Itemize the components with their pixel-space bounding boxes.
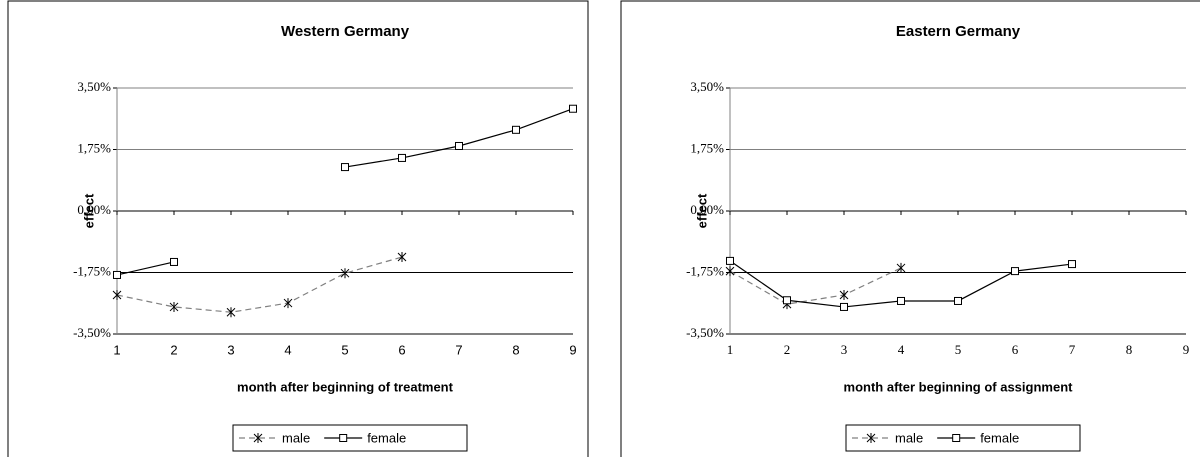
- legend-marker: [866, 433, 876, 443]
- x-axis-title: month after beginning of treatment: [237, 379, 454, 394]
- marker: [1011, 267, 1019, 276]
- legend-label: female: [367, 430, 406, 445]
- y-tick-label: 0,00%: [690, 202, 724, 217]
- panel-border: [620, 0, 1200, 457]
- y-tick-label: -3,50%: [73, 325, 111, 340]
- x-tick-label: 3: [841, 342, 848, 357]
- x-tick-label: 9: [1183, 342, 1190, 357]
- marker: [341, 163, 349, 172]
- marker: [113, 270, 121, 279]
- legend-label: female: [980, 430, 1019, 445]
- x-tick-label: 8: [512, 342, 519, 357]
- marker: [397, 252, 407, 263]
- y-tick-label: 3,50%: [690, 79, 724, 94]
- marker: [398, 153, 406, 162]
- series-line: [116, 256, 403, 313]
- chart-title: Western Germany: [281, 23, 410, 40]
- y-tick-label: -3,50%: [686, 325, 724, 340]
- x-tick-label: 1: [727, 342, 734, 357]
- x-tick-label: 6: [1012, 342, 1019, 357]
- x-tick-label: 4: [898, 342, 905, 357]
- marker: [340, 268, 350, 279]
- marker: [783, 296, 791, 305]
- x-tick-label: 7: [455, 342, 462, 357]
- series-line: [729, 267, 902, 305]
- marker: [226, 307, 236, 318]
- x-tick-label: 5: [341, 342, 348, 357]
- marker: [170, 257, 178, 266]
- marker: [283, 298, 293, 309]
- y-tick-label: 0,00%: [77, 202, 111, 217]
- legend-label: male: [282, 430, 310, 445]
- legend-marker: [952, 434, 961, 442]
- x-tick-label: 1: [113, 342, 120, 357]
- legend-marker: [339, 434, 348, 442]
- y-tick-label: 1,75%: [690, 140, 724, 155]
- y-tick-label: 1,75%: [77, 140, 111, 155]
- chart-title: Eastern Germany: [896, 23, 1021, 40]
- marker: [839, 289, 849, 300]
- y-tick-label: -1,75%: [686, 263, 724, 278]
- x-tick-label: 4: [284, 342, 291, 357]
- y-tick-label: 3,50%: [77, 79, 111, 94]
- panel: Western Germany month after beginning of …: [7, 0, 589, 457]
- marker: [840, 302, 848, 311]
- marker: [512, 125, 520, 134]
- legend-label: male: [895, 430, 923, 445]
- marker: [112, 289, 122, 300]
- x-tick-label: 9: [569, 342, 576, 357]
- y-axis-title: effect: [694, 193, 709, 228]
- marker: [169, 301, 179, 312]
- marker: [569, 104, 577, 113]
- legend-marker: [253, 433, 263, 443]
- marker: [954, 296, 962, 305]
- marker: [1068, 260, 1076, 269]
- marker: [897, 296, 905, 305]
- x-tick-label: 7: [1069, 342, 1076, 357]
- y-axis-title: effect: [81, 193, 96, 228]
- x-axis-title: month after beginning of assignment: [844, 379, 1074, 394]
- y-tick-label: -1,75%: [73, 263, 111, 278]
- marker: [455, 141, 463, 150]
- x-tick-label: 2: [784, 342, 791, 357]
- marker: [726, 256, 734, 265]
- x-tick-label: 2: [170, 342, 177, 357]
- marker: [725, 266, 735, 277]
- marker: [896, 262, 906, 273]
- x-tick-label: 6: [398, 342, 405, 357]
- x-tick-label: 5: [955, 342, 962, 357]
- x-tick-label: 8: [1126, 342, 1133, 357]
- panel-border: [7, 0, 589, 457]
- x-tick-label: 3: [227, 342, 234, 357]
- panel: Eastern Germany month after beginning of …: [620, 0, 1200, 457]
